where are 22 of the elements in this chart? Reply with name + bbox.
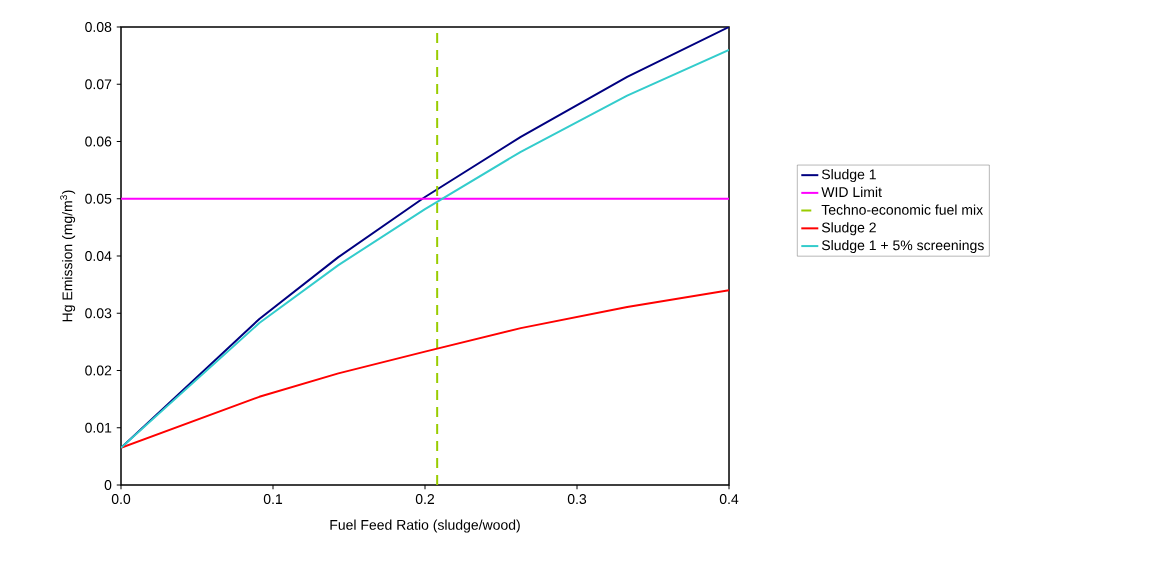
x-tick-label: 0.1 [263, 494, 283, 505]
legend-label: Sludge 1 + 5% screenings [821, 239, 984, 253]
x-tick-label: 0.4 [719, 494, 739, 505]
x-tick-label: 0.0 [111, 494, 131, 505]
y-axis-title: Hg Emission (mg/m$^{3}$) [60, 190, 76, 322]
y-tick-label: 0.01 [85, 422, 112, 433]
y-tick-label: 0.06 [85, 136, 112, 147]
legend-label: WID Limit [821, 186, 882, 198]
y-tick-label: 0.03 [85, 308, 112, 319]
line-series [121, 289, 730, 449]
y-tick-label: 0 [104, 480, 112, 490]
y-tick-label: 0.05 [85, 193, 112, 204]
y-tick-label: 0.07 [85, 79, 112, 90]
x-tick-label: 0.3 [567, 494, 587, 505]
y-tick-label: 0.04 [85, 251, 112, 261]
legend-label: Techno-economic fuel mix [821, 204, 983, 215]
legend-label: Sludge 1 [821, 169, 876, 183]
legend-label: Sludge 2 [821, 222, 876, 236]
x-tick-label: 0.2 [415, 494, 435, 505]
y-tick-label: 0.02 [85, 365, 112, 376]
x-axis-title: Fuel Feed Ratio (sludge/wood) [330, 519, 520, 533]
y-tick-label: 0.08 [85, 22, 112, 32]
